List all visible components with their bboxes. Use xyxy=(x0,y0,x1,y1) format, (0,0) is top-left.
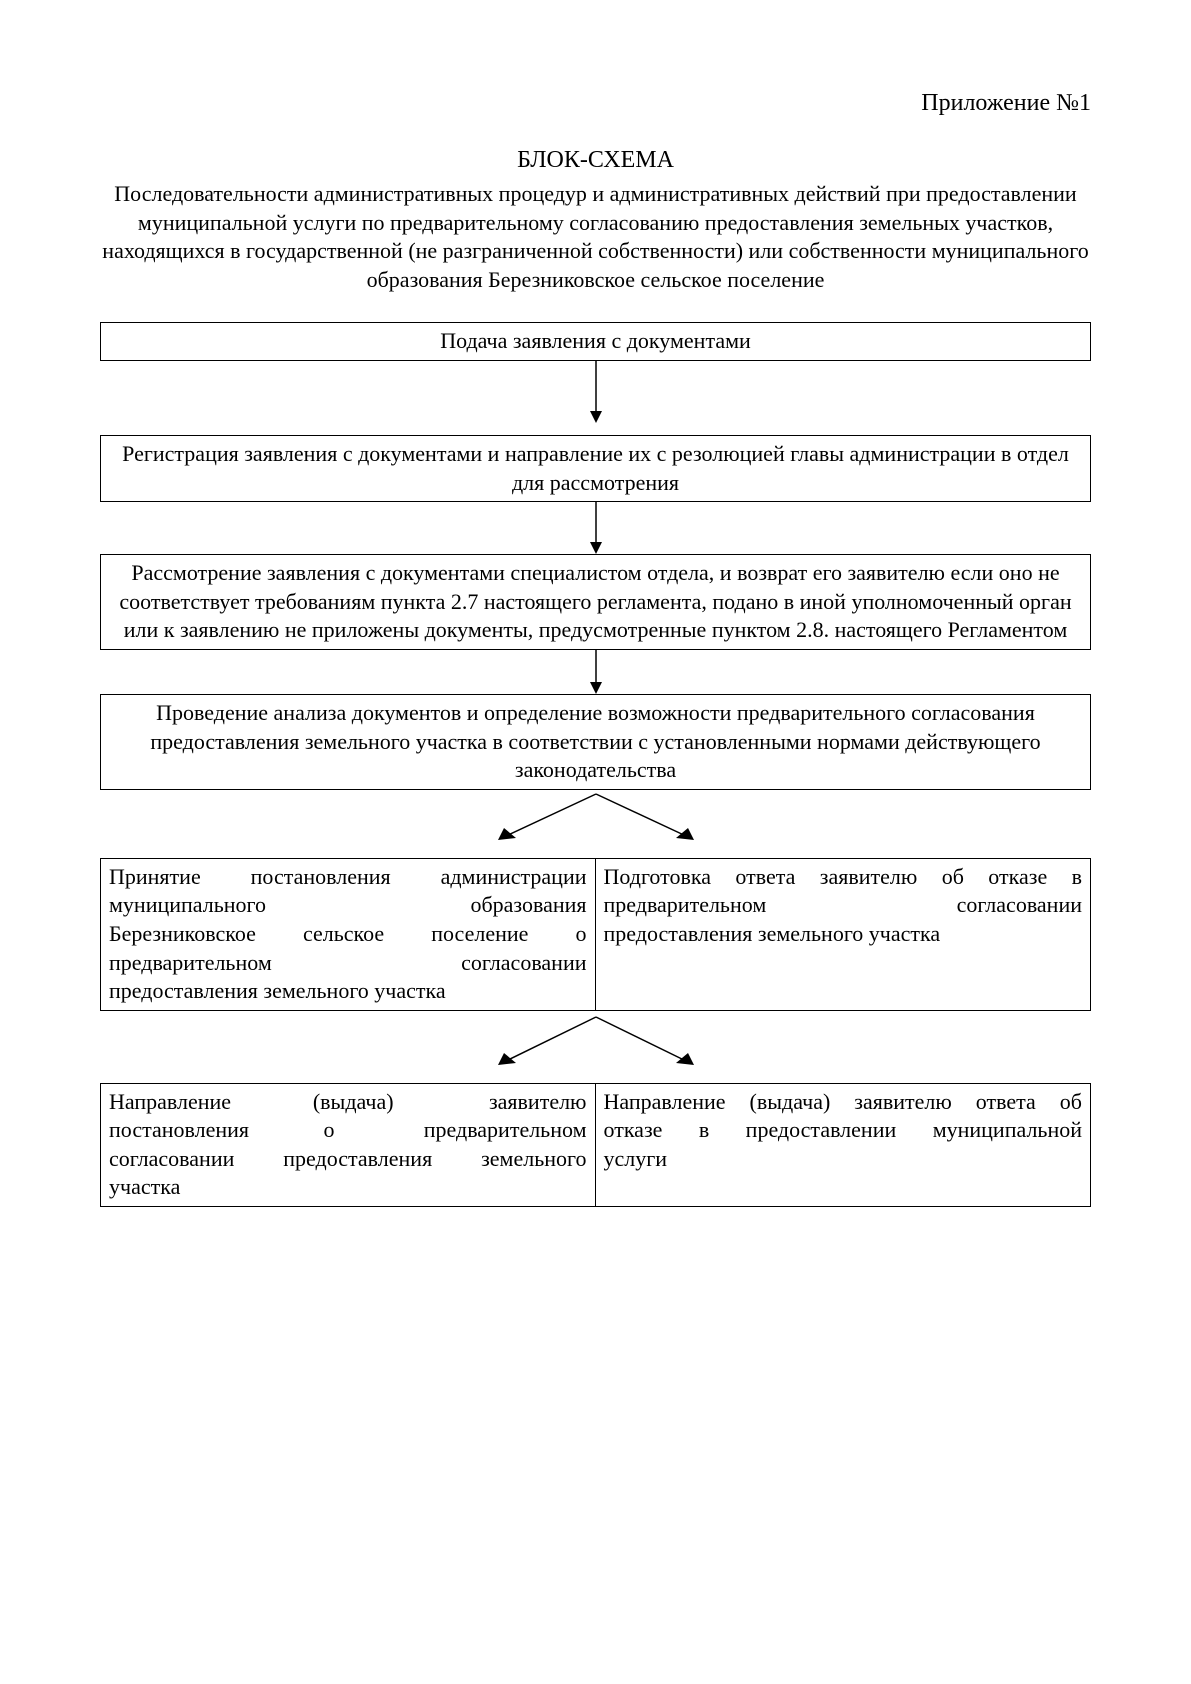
arrow-down-icon xyxy=(586,650,606,694)
n5b-line3: предоставления земельного участка xyxy=(604,920,1083,949)
flow-node-n2: Регистрация заявления с документами и на… xyxy=(100,435,1091,502)
page-root: Приложение №1 БЛОК-СХЕМА Последовательно… xyxy=(0,0,1191,1684)
n6a-line4: участка xyxy=(109,1173,587,1202)
doc-title: БЛОК-СХЕМА xyxy=(100,147,1091,174)
flow-node-n5b: Подготовка ответа заявителю об отказе в … xyxy=(596,858,1092,1011)
n5b-line1: Подготовка ответа заявителю об отказе в xyxy=(604,863,1083,892)
flow-split-row-6: Направление (выдача) заявителю постановл… xyxy=(100,1083,1091,1207)
n6b-line3: услуги xyxy=(604,1145,1083,1174)
flow-node-n6b: Направление (выдача) заявителю ответа об… xyxy=(596,1083,1092,1207)
n5a-line2: муниципального образования xyxy=(109,891,587,920)
flow-node-n6a: Направление (выдача) заявителю постановл… xyxy=(100,1083,596,1207)
n5a-line5: предоставления земельного участка xyxy=(109,977,587,1006)
n6b-line1: Направление (выдача) заявителю ответа об xyxy=(604,1088,1083,1117)
n5a-line1: Принятие постановления администрации xyxy=(109,863,587,892)
n6a-line2: постановления о предварительном xyxy=(109,1116,587,1145)
n5a-line4: предварительном согласовании xyxy=(109,949,587,978)
n6a-line1: Направление (выдача) заявителю xyxy=(109,1088,587,1117)
arrow-down-icon xyxy=(586,502,606,554)
n5a-line3: Березниковское сельское поселение о xyxy=(109,920,587,949)
appendix-label: Приложение №1 xyxy=(100,90,1091,117)
doc-subtitle: Последовательности административных проц… xyxy=(100,180,1091,294)
flow-node-n4: Проведение анализа документов и определе… xyxy=(100,694,1091,790)
flow-node-n1: Подача заявления с документами xyxy=(100,322,1091,361)
arrow-down-icon xyxy=(586,361,606,423)
fork-arrow-icon xyxy=(476,790,716,846)
flow-node-n5a: Принятие постановления администрации мун… xyxy=(100,858,596,1011)
flow-node-n3: Рассмотрение заявления с документами спе… xyxy=(100,554,1091,650)
flow-split-row-5: Принятие постановления администрации мун… xyxy=(100,858,1091,1011)
fork-arrow-icon xyxy=(476,1011,716,1071)
n6b-line2: отказе в предоставлении муниципальной xyxy=(604,1116,1083,1145)
n5b-line2: предварительном согласовании xyxy=(604,891,1083,920)
n6a-line3: согласовании предоставления земельного xyxy=(109,1145,587,1174)
